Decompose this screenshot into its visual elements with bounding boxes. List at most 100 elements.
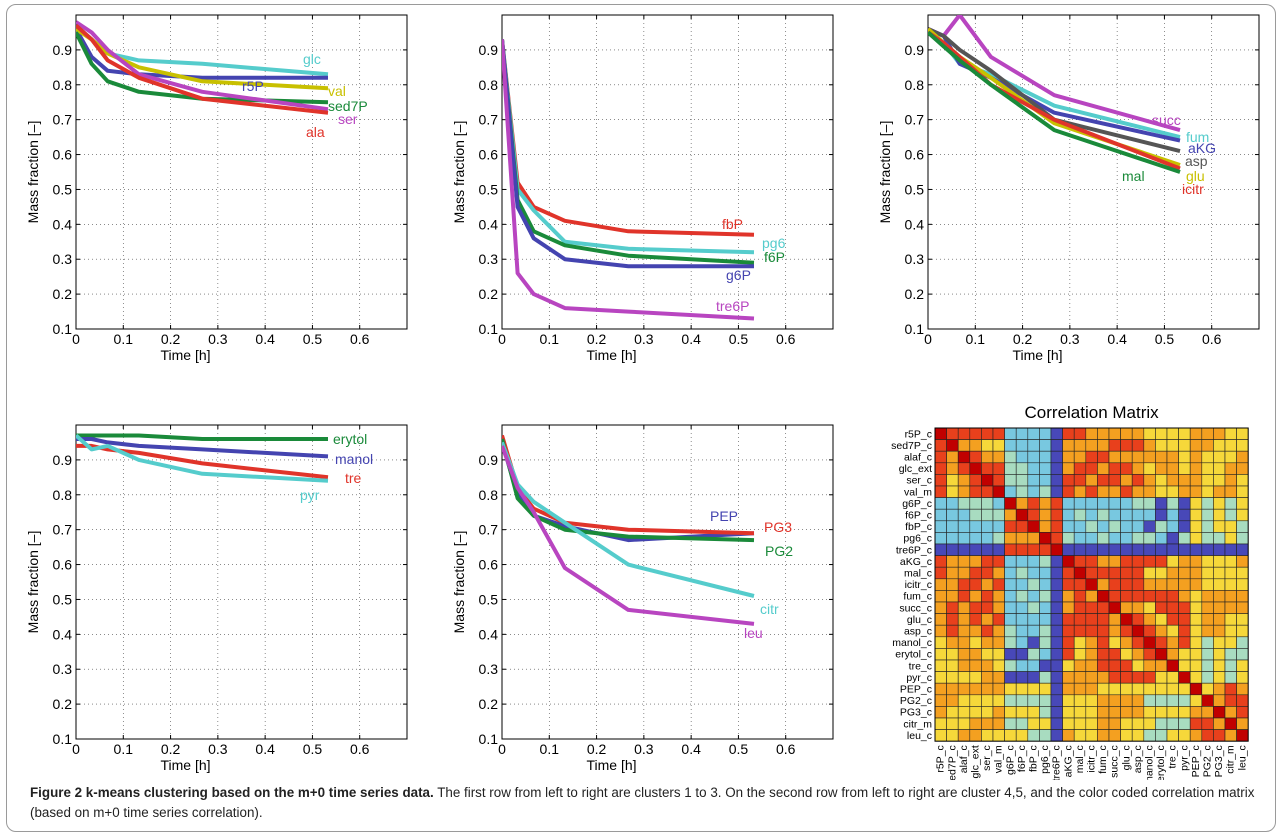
heatmap-cell <box>1201 532 1214 545</box>
heatmap-cell <box>1027 659 1040 672</box>
heatmap-cell <box>1189 636 1203 649</box>
heatmap-cell <box>1097 450 1110 464</box>
heatmap-cell <box>1050 555 1063 568</box>
heatmap-cell <box>1131 624 1145 638</box>
heatmap-cell <box>1201 555 1214 568</box>
heatmap-row-label: f6P_c <box>905 509 932 521</box>
y-tick-label: 0.8 <box>53 487 73 503</box>
heatmap-cell <box>1073 636 1087 649</box>
heatmap-cell <box>946 729 959 742</box>
heatmap-cell <box>1189 439 1203 452</box>
heatmap-cell <box>1166 450 1179 464</box>
series-label-asp: asp <box>1185 153 1208 169</box>
heatmap-cell <box>1073 659 1087 672</box>
heatmap-cell <box>981 427 994 440</box>
x-tick-label: 0.6 <box>776 331 796 347</box>
y-axis-label: Mass fraction [–] <box>451 531 467 634</box>
heatmap-cell <box>1213 427 1226 440</box>
series-group <box>502 39 755 321</box>
heatmap-cell <box>934 694 947 707</box>
y-tick-label: 0.9 <box>53 452 73 468</box>
y-tick-label: 0.9 <box>479 452 499 468</box>
heatmap-cell <box>934 485 947 498</box>
heatmap-cell <box>981 590 994 603</box>
heatmap-cell <box>1108 694 1121 707</box>
x-tick-label: 0 <box>72 331 80 347</box>
heatmap-cell <box>1027 485 1040 498</box>
heatmap-cell <box>969 682 982 696</box>
x-tick-label: 0.4 <box>681 741 701 757</box>
heatmap-cell <box>1213 590 1226 603</box>
heatmap-cell <box>1097 566 1110 580</box>
y-tick-label: 0.2 <box>479 286 499 302</box>
heatmap-cell <box>1224 636 1237 649</box>
heatmap-cell <box>1224 717 1237 730</box>
heatmap-cell <box>1097 601 1110 614</box>
heatmap-cell <box>1178 427 1191 440</box>
heatmap-cell <box>1143 682 1156 696</box>
x-tick-label: 0.4 <box>255 331 275 347</box>
heatmap-cell <box>1166 462 1179 475</box>
heatmap-cell <box>1097 578 1110 591</box>
heatmap-cell <box>1085 578 1098 591</box>
heatmap-col-label: tre6P_c <box>1051 745 1063 780</box>
heatmap-cell <box>1039 636 1052 649</box>
x-tick-label: 0.3 <box>1060 331 1080 347</box>
heatmap-cell <box>1108 532 1121 545</box>
heatmap-cell <box>1050 624 1063 638</box>
heatmap-row-label: PEP_c <box>900 683 932 695</box>
heatmap-cell <box>1201 462 1214 475</box>
heatmap-cell <box>1178 555 1191 568</box>
heatmap-cell <box>957 590 971 603</box>
heatmap-cell <box>1085 601 1098 614</box>
heatmap-cell <box>1155 520 1168 533</box>
heatmap-row-label: manol_c <box>892 637 932 649</box>
heatmap-cell <box>1224 729 1237 742</box>
heatmap-cell <box>1073 508 1087 522</box>
heatmap-cell <box>1189 474 1203 487</box>
heatmap-cell <box>1143 450 1156 464</box>
heatmap-cell <box>981 694 994 707</box>
heatmap-cell <box>1097 729 1110 742</box>
y-tick-label: 0.8 <box>905 77 925 93</box>
heatmap-cell <box>1143 648 1156 661</box>
heatmap-cell <box>1189 706 1203 719</box>
heatmap-col-label: f6P_c <box>1016 745 1028 772</box>
heatmap-cell <box>1015 532 1029 545</box>
series-line-g6P <box>502 39 754 269</box>
heatmap-cell <box>1143 474 1156 487</box>
heatmap-cell <box>1224 671 1237 684</box>
heatmap-cell <box>957 485 971 498</box>
y-tick-label: 0.4 <box>479 216 499 232</box>
heatmap-cell <box>934 555 947 568</box>
heatmap-cell <box>1189 427 1203 440</box>
x-tick-label: 0.5 <box>303 331 323 347</box>
heatmap-cell <box>1108 729 1121 742</box>
heatmap-cell <box>1004 624 1017 638</box>
heatmap-cell <box>946 648 959 661</box>
heatmap-cell <box>1166 543 1179 556</box>
caption-title: Figure 2 k-means clustering based on the… <box>30 785 434 800</box>
heatmap-cell <box>1224 508 1237 522</box>
heatmap-cell <box>1166 532 1179 545</box>
heatmap-cell <box>981 706 994 719</box>
series-line-leu <box>502 445 755 626</box>
x-tick-label: 0.1 <box>540 741 560 757</box>
heatmap-cell <box>969 636 982 649</box>
heatmap-cell <box>1015 659 1029 672</box>
heatmap-row-label: val_m <box>904 486 932 498</box>
x-tick-label: 0.3 <box>634 741 654 757</box>
heatmap-cell <box>1004 648 1017 661</box>
heatmap-cell <box>1236 439 1249 452</box>
y-tick-label: 0.4 <box>53 626 73 642</box>
heatmap-cell <box>1062 543 1075 556</box>
chart-panel-1: 0 0.1 0.2 0.3 0.4 0.5 0.60.10.20.30.40.50.60.7… <box>25 14 408 363</box>
series-label-g6P: g6P <box>726 267 751 283</box>
heatmap-cell <box>1004 543 1017 556</box>
heatmap-col-label: citr_m <box>1225 745 1237 774</box>
series-group <box>928 15 1181 174</box>
series-label-glc: glc <box>303 51 321 67</box>
heatmap-cell <box>969 624 982 638</box>
heatmap-cell <box>1085 555 1098 568</box>
heatmap-cell <box>1062 682 1075 696</box>
